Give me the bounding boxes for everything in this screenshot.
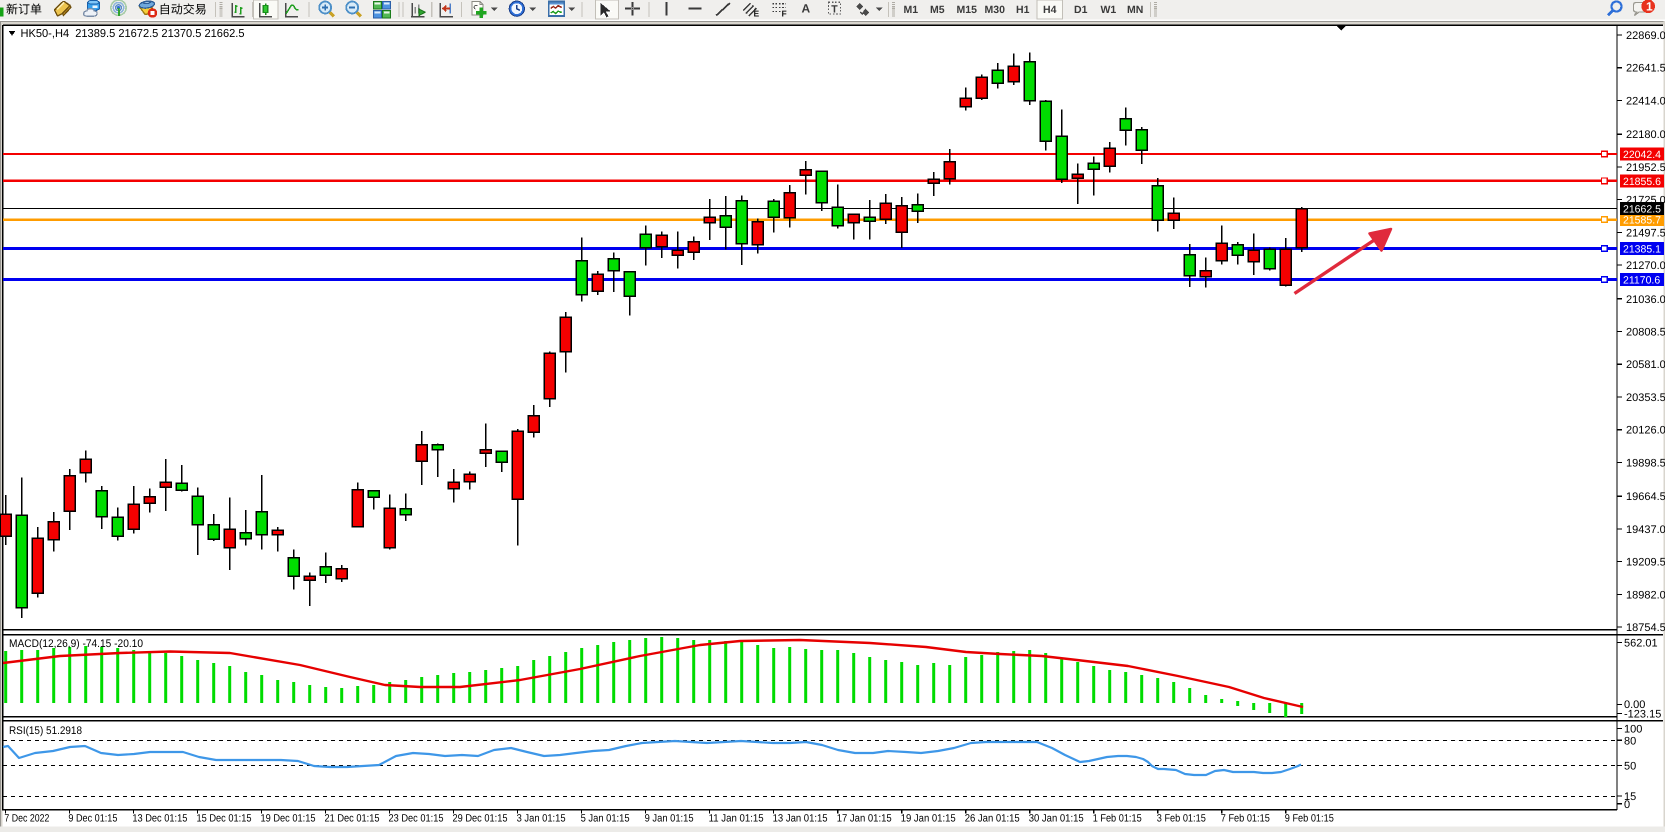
svg-text:0.00: 0.00 <box>1624 699 1645 711</box>
svg-text:5 Jan 01:15: 5 Jan 01:15 <box>581 813 630 825</box>
svg-text:15: 15 <box>1624 791 1636 803</box>
svg-text:7 Feb 01:15: 7 Feb 01:15 <box>1221 813 1270 825</box>
svg-text:19 Jan 01:15: 19 Jan 01:15 <box>901 813 956 825</box>
svg-text:29 Dec 01:15: 29 Dec 01:15 <box>453 813 508 825</box>
svg-text:21036.0: 21036.0 <box>1626 294 1665 306</box>
svg-text:562.01: 562.01 <box>1624 638 1658 650</box>
svg-text:80: 80 <box>1624 735 1636 747</box>
svg-text:9 Dec 01:15: 9 Dec 01:15 <box>68 813 117 825</box>
svg-text:H4: H4 <box>1043 4 1057 16</box>
svg-text:18982.0: 18982.0 <box>1626 589 1665 601</box>
svg-text:21385.1: 21385.1 <box>1623 244 1661 256</box>
svg-text:21 Dec 01:15: 21 Dec 01:15 <box>325 813 380 825</box>
svg-text:A: A <box>802 2 811 16</box>
svg-text:1: 1 <box>1646 0 1653 14</box>
svg-text:20581.0: 20581.0 <box>1626 359 1665 371</box>
svg-text:HK50-,H4 21389.5 21672.5 2137: HK50-,H4 21389.5 21672.5 21370.5 21662.5 <box>21 28 245 40</box>
svg-text:21497.5: 21497.5 <box>1626 227 1665 239</box>
svg-text:18754.5: 18754.5 <box>1626 622 1665 634</box>
svg-text:11 Jan 01:15: 11 Jan 01:15 <box>709 813 764 825</box>
svg-text:MACD(12,26,9) -74.15 -20.10: MACD(12,26,9) -74.15 -20.10 <box>9 638 143 650</box>
svg-text:22869.0: 22869.0 <box>1626 30 1665 42</box>
svg-text:21270.0: 21270.0 <box>1626 260 1665 272</box>
svg-text:RSI(15) 51.2918: RSI(15) 51.2918 <box>9 725 82 737</box>
svg-text:M15: M15 <box>957 4 978 16</box>
svg-text:W1: W1 <box>1101 4 1117 16</box>
svg-text:9 Feb 01:15: 9 Feb 01:15 <box>1285 813 1334 825</box>
svg-text:30 Jan 01:15: 30 Jan 01:15 <box>1029 813 1084 825</box>
svg-text:M30: M30 <box>985 4 1006 16</box>
svg-text:26 Jan 01:15: 26 Jan 01:15 <box>965 813 1020 825</box>
svg-text:3 Feb 01:15: 3 Feb 01:15 <box>1157 813 1206 825</box>
svg-text:20126.0: 20126.0 <box>1626 425 1665 437</box>
svg-text:9 Jan 01:15: 9 Jan 01:15 <box>645 813 694 825</box>
svg-text:新订单: 新订单 <box>6 3 42 17</box>
svg-text:1 Feb 01:15: 1 Feb 01:15 <box>1093 813 1142 825</box>
svg-text:21725.0: 21725.0 <box>1626 195 1665 207</box>
svg-text:100: 100 <box>1624 724 1642 736</box>
svg-text:13 Dec 01:15: 13 Dec 01:15 <box>132 813 187 825</box>
svg-text:19898.5: 19898.5 <box>1626 458 1665 470</box>
svg-text:E: E <box>754 9 760 19</box>
svg-text:自动交易: 自动交易 <box>159 3 207 17</box>
svg-text:7 Dec 2022: 7 Dec 2022 <box>4 813 49 825</box>
svg-text:21855.6: 21855.6 <box>1623 176 1661 188</box>
svg-text:20808.5: 20808.5 <box>1626 327 1665 339</box>
svg-text:19437.0: 19437.0 <box>1626 524 1665 536</box>
svg-text:M5: M5 <box>930 4 945 16</box>
svg-text:MN: MN <box>1127 4 1143 16</box>
svg-text:21585.7: 21585.7 <box>1623 215 1661 227</box>
svg-text:21170.6: 21170.6 <box>1623 274 1660 286</box>
svg-text:19 Dec 01:15: 19 Dec 01:15 <box>261 813 316 825</box>
svg-text:15 Dec 01:15: 15 Dec 01:15 <box>197 813 252 825</box>
svg-text:22042.4: 22042.4 <box>1623 149 1661 161</box>
svg-text:23 Dec 01:15: 23 Dec 01:15 <box>389 813 444 825</box>
svg-text:M1: M1 <box>904 4 919 16</box>
svg-text:19209.5: 19209.5 <box>1626 557 1665 569</box>
svg-text:0: 0 <box>1624 799 1630 811</box>
svg-text:T: T <box>831 4 838 16</box>
svg-text:19664.5: 19664.5 <box>1626 491 1665 503</box>
svg-text:D1: D1 <box>1074 4 1088 16</box>
svg-text:13 Jan 01:15: 13 Jan 01:15 <box>773 813 828 825</box>
svg-text:F: F <box>782 9 787 19</box>
svg-text:-123.15: -123.15 <box>1624 709 1661 721</box>
svg-text:22180.0: 22180.0 <box>1626 129 1665 141</box>
svg-text:H1: H1 <box>1016 4 1030 16</box>
svg-text:22641.5: 22641.5 <box>1626 63 1665 75</box>
svg-text:21952.5: 21952.5 <box>1626 162 1665 174</box>
svg-text:22414.0: 22414.0 <box>1626 96 1665 108</box>
svg-text:17 Jan 01:15: 17 Jan 01:15 <box>837 813 892 825</box>
svg-text:21662.5: 21662.5 <box>1623 204 1661 216</box>
svg-text:3 Jan 01:15: 3 Jan 01:15 <box>517 813 566 825</box>
svg-text:20353.5: 20353.5 <box>1626 392 1665 404</box>
svg-text:50: 50 <box>1624 761 1636 773</box>
